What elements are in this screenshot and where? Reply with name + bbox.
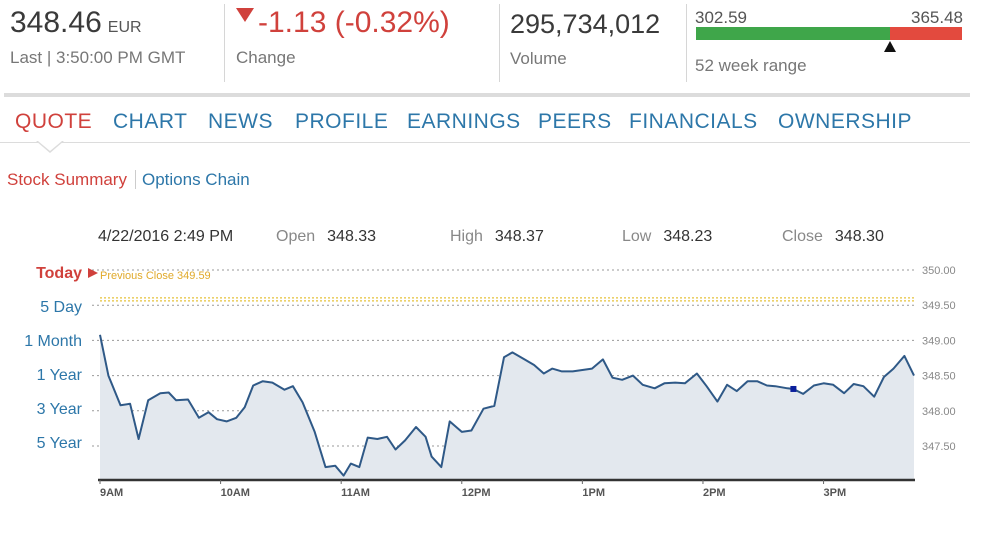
range-high: 365.48	[911, 8, 963, 27]
ohlc-open: Open 348.33	[276, 228, 377, 245]
currency: EUR	[107, 19, 142, 36]
divider	[686, 4, 687, 82]
x-tick-label: 9AM	[100, 487, 123, 499]
divider	[224, 4, 225, 82]
range-bar-low-segment	[696, 27, 891, 40]
range-marker-icon	[884, 41, 897, 52]
subtab-options-chain[interactable]: Options Chain	[134, 170, 250, 189]
tab-news[interactable]: NEWS	[208, 110, 273, 133]
range-3-year[interactable]: 3 Year	[36, 401, 82, 418]
last-price: 348.46	[10, 6, 102, 39]
ohlc-high: High 348.37	[450, 228, 544, 245]
ohlc-low: Low 348.23	[622, 228, 713, 245]
tab-ownership[interactable]: OWNERSHIP	[778, 110, 913, 133]
previous-close-annotation: Previous Close 349.59	[100, 270, 211, 282]
active-tab-pointer-inner	[38, 141, 62, 151]
x-tick-label: 11AM	[341, 487, 370, 499]
tab-profile[interactable]: PROFILE	[295, 110, 389, 133]
main-tabs: QUOTE CHART NEWS PROFILE EARNINGS PEERS …	[0, 100, 970, 143]
subtab-stock-summary[interactable]: Stock Summary	[7, 170, 127, 189]
x-tick-label: 2PM	[703, 487, 726, 499]
volume-value: 295,734,012	[510, 9, 661, 39]
x-tick-label: 12PM	[462, 487, 491, 499]
price-line	[99, 334, 915, 477]
range-low: 302.59	[695, 8, 747, 27]
y-tick-label: 348.00	[922, 406, 956, 418]
quote-header: 348.46 EUR Last | 3:50:00 PM GMT -1.13 (-…	[0, 0, 990, 92]
x-tick-label: 1PM	[582, 487, 605, 499]
hover-datetime: 4/22/2016 2:49 PM	[98, 228, 234, 245]
divider	[499, 4, 500, 82]
week-range-block: 302.59 365.48 52 week range	[686, 0, 990, 82]
tab-peers[interactable]: PEERS	[538, 110, 612, 133]
tab-financials[interactable]: FINANCIALS	[629, 110, 758, 133]
change-value: -1.13 (-0.32%)	[258, 6, 450, 39]
x-tick-label: 10AM	[221, 487, 250, 499]
range-1-month[interactable]: 1 Month	[24, 333, 82, 350]
range-bar-high-segment	[890, 27, 962, 40]
tab-quote[interactable]: QUOTE	[15, 110, 93, 133]
range-today[interactable]: Today	[36, 265, 82, 282]
x-tick-label: 3PM	[824, 487, 847, 499]
volume-block: 295,734,012 Volume	[510, 0, 660, 82]
range-5-year[interactable]: 5 Year	[36, 435, 82, 452]
today-arrow-icon	[88, 268, 98, 278]
y-tick-label: 347.50	[922, 441, 956, 453]
sub-tabs: Stock Summary Options Chain	[7, 170, 250, 190]
tab-chart[interactable]: CHART	[113, 110, 188, 133]
range-5-day[interactable]: 5 Day	[40, 299, 82, 316]
tab-earnings[interactable]: EARNINGS	[407, 110, 521, 133]
price-area	[100, 334, 914, 480]
change-block: -1.13 (-0.32%) Change	[236, 0, 450, 82]
down-arrow-icon	[236, 8, 254, 22]
range-1-year[interactable]: 1 Year	[36, 367, 82, 384]
price-block: 348.46 EUR Last | 3:50:00 PM GMT	[10, 0, 185, 82]
ohlc-close: Close 348.30	[782, 228, 884, 245]
y-tick-label: 350.00	[922, 265, 956, 277]
volume-label: Volume	[510, 49, 567, 68]
last-time: Last | 3:50:00 PM GMT	[10, 48, 186, 67]
change-label: Change	[236, 48, 296, 67]
header-divider	[4, 93, 970, 97]
y-tick-label: 348.50	[922, 371, 956, 383]
hover-point-marker	[790, 385, 797, 392]
week-range-bar	[696, 27, 962, 40]
range-label: 52 week range	[695, 56, 807, 75]
y-tick-label: 349.00	[922, 335, 956, 347]
y-tick-label: 349.50	[922, 300, 956, 312]
